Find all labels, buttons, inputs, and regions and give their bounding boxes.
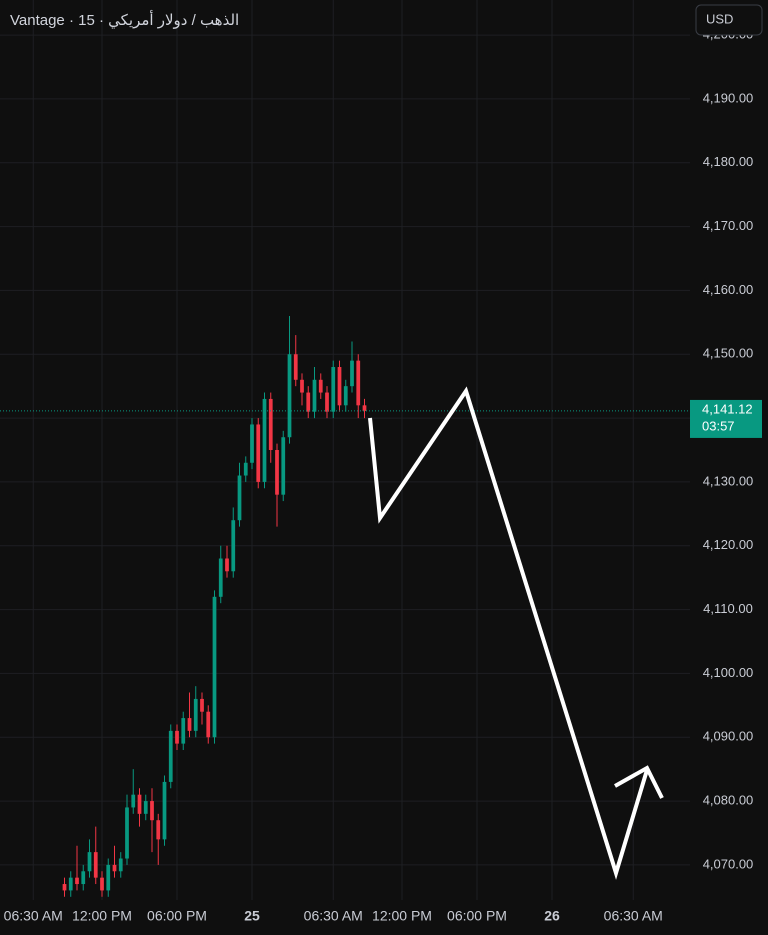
candle-body xyxy=(331,367,336,412)
candle-body xyxy=(150,801,154,821)
y-tick-label: 4,090.00 xyxy=(703,729,754,744)
candle-body xyxy=(218,558,223,597)
candle-body xyxy=(306,392,311,412)
x-tick-label: 12:00 PM xyxy=(372,908,432,924)
candle-body xyxy=(187,718,192,731)
candle-body xyxy=(356,360,361,406)
candle-body xyxy=(281,437,286,495)
chart-title: Vantage · 15 · الذهب / دولار أمريكي xyxy=(10,10,239,30)
axes: 4,070.00 4,080.00 4,090.00 4,100.00 4,110.00… xyxy=(4,27,762,924)
y-tick-label: 4,160.00 xyxy=(703,282,754,297)
currency-label[interactable]: USD xyxy=(706,11,733,26)
candle-body xyxy=(243,462,248,476)
candle-body xyxy=(337,367,342,406)
y-tick-label: 4,130.00 xyxy=(703,473,754,488)
candle-body xyxy=(112,864,117,872)
y-tick-label: 4,110.00 xyxy=(703,601,753,616)
grid xyxy=(0,0,690,900)
y-tick-label: 4,150.00 xyxy=(703,346,754,361)
candle-body xyxy=(162,781,167,840)
candle-body xyxy=(131,794,136,808)
candle-body xyxy=(193,698,198,731)
candle-body xyxy=(200,698,204,712)
y-tick-label: 4,070.00 xyxy=(703,856,754,871)
countdown-label: 03:57 xyxy=(702,418,735,433)
y-tick-label: 4,120.00 xyxy=(703,537,754,552)
candle-body xyxy=(93,852,98,878)
currency-button[interactable] xyxy=(695,4,763,36)
candle-body xyxy=(181,718,186,744)
candle-body xyxy=(318,379,323,393)
candle-body xyxy=(168,730,173,782)
candle-body xyxy=(87,852,92,872)
last-price-box xyxy=(690,399,762,438)
candle-body xyxy=(362,405,367,411)
candle-body xyxy=(268,398,273,450)
x-tick-label: 12:00 PM xyxy=(72,908,132,924)
x-tick-label: 06:00 PM xyxy=(147,908,207,924)
last-price-label: 4,141.12 xyxy=(702,401,753,416)
candle-body xyxy=(75,877,79,885)
x-tick-label: 06:30 AM xyxy=(304,908,363,924)
candle-body xyxy=(312,379,317,412)
candle-body xyxy=(237,475,242,521)
candle-body xyxy=(137,794,142,814)
candle-body xyxy=(343,386,348,406)
y-tick-label: 4,080.00 xyxy=(703,793,754,808)
candle-body xyxy=(125,807,129,859)
candle-body xyxy=(100,877,104,891)
candle-body xyxy=(256,424,261,482)
candle-body xyxy=(262,398,267,482)
x-tick-label: 06:30 AM xyxy=(4,908,63,924)
candle-body xyxy=(156,820,161,840)
plot-area xyxy=(0,315,690,897)
candle-body xyxy=(287,354,292,438)
y-tick-label: 4,180.00 xyxy=(703,154,754,169)
candle-body xyxy=(143,801,148,814)
candle-body xyxy=(275,450,279,495)
candle-body xyxy=(250,424,254,463)
candle-body xyxy=(293,354,298,380)
candle-body xyxy=(225,558,229,572)
candle-body xyxy=(106,864,111,891)
candle-body xyxy=(81,871,86,885)
y-tick-label: 4,190.00 xyxy=(703,90,754,105)
x-tick-label: 06:30 AM xyxy=(604,908,663,924)
forecast-arrowhead xyxy=(614,765,664,799)
x-tick-label: 06:00 PM xyxy=(447,908,507,924)
y-tick-label: 4,170.00 xyxy=(703,218,754,233)
candle-body xyxy=(118,858,123,872)
candle-body xyxy=(206,711,211,738)
candle-body xyxy=(350,360,354,387)
candle-body xyxy=(212,596,217,738)
y-tick-label: 4,100.00 xyxy=(703,665,754,680)
x-tick-label: 25 xyxy=(244,908,260,924)
candle-body xyxy=(62,884,67,891)
candle-body xyxy=(300,379,304,393)
candle-body xyxy=(325,392,329,412)
forecast-drawing xyxy=(368,386,649,880)
x-tick-label: 26 xyxy=(544,908,560,924)
candle-body xyxy=(68,877,73,891)
candle-body xyxy=(231,520,236,572)
candle-body xyxy=(175,730,179,744)
